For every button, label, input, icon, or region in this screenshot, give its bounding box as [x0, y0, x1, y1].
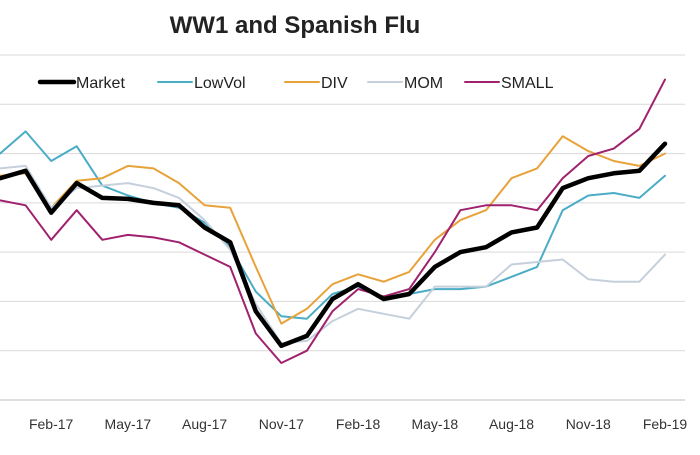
legend: Market LowVol DIV MOM SMALL: [37, 75, 554, 92]
series-line-div: [0, 135, 666, 325]
series-lines: [0, 78, 668, 364]
x-axis: Feb-17 May-17 Aug-17 Nov-17 Feb-18 May-18 Aug-…: [0, 399, 688, 432]
x-tick-label: May-18: [411, 416, 458, 432]
x-tick-label: Feb-17: [29, 416, 74, 432]
series-line-mom: [0, 164, 666, 345]
x-tick-label: Aug-18: [489, 416, 534, 432]
series-line-lowvol: [0, 130, 666, 320]
x-tick-label: Nov-17: [259, 416, 304, 432]
chart-title: WW1 and Spanish Flu: [170, 12, 421, 39]
x-tick-label: Feb-18: [336, 416, 381, 432]
legend-label-mom: MOM: [404, 75, 443, 92]
x-tick-label: May-17: [105, 416, 152, 432]
legend-label-small: SMALL: [501, 75, 554, 92]
gridlines: [0, 54, 685, 352]
legend-label-lowvol: LowVol: [194, 75, 246, 92]
series-line-small: [0, 78, 666, 364]
x-tick-label: Nov-18: [566, 416, 611, 432]
x-tick-label: Aug-17: [182, 416, 227, 432]
series-line-market: [0, 141, 668, 349]
legend-label-market: Market: [76, 75, 125, 92]
legend-label-div: DIV: [321, 75, 348, 92]
x-tick-label: Feb-19: [643, 416, 688, 432]
